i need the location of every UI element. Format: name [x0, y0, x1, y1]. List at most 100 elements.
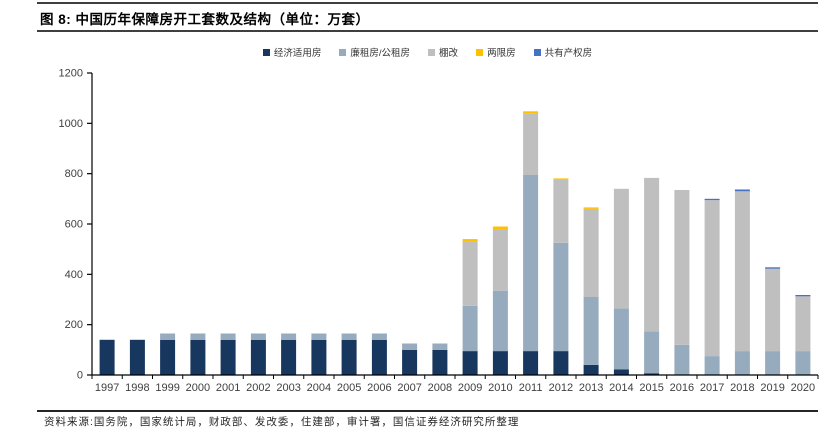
bar-segment	[734, 351, 750, 375]
x-tick-label: 2006	[367, 382, 391, 394]
x-tick-label: 2009	[458, 382, 482, 394]
x-tick-label: 2018	[730, 382, 754, 394]
bar-segment	[341, 333, 357, 340]
bar-segment	[462, 305, 478, 352]
figure-title: 图 8: 中国历年保障房开工套数及结构（单位：万套）	[40, 12, 370, 27]
bar-segment	[402, 349, 418, 375]
bar-segment	[613, 369, 629, 375]
bar-segment	[734, 189, 750, 192]
bar-segment	[190, 339, 206, 375]
bar-segment	[795, 351, 811, 375]
x-tick-label: 2012	[549, 382, 573, 394]
x-tick-label: 2019	[760, 382, 784, 394]
legend-item: 两限房	[476, 45, 516, 59]
x-tick-label: 2020	[791, 382, 815, 394]
legend-item: 棚改	[428, 45, 458, 59]
x-tick-label: 2016	[670, 382, 694, 394]
x-tick-label: 1997	[95, 382, 119, 394]
bar-segment	[281, 333, 297, 340]
bar-segment	[129, 339, 145, 375]
bar-segment	[553, 351, 569, 375]
footer-divider	[37, 410, 818, 412]
x-tick-label: 1998	[125, 382, 149, 394]
x-tick-label: 2013	[579, 382, 603, 394]
y-tick-label: 200	[65, 319, 83, 331]
bar-segment	[432, 349, 448, 375]
bar-segment	[795, 295, 811, 297]
y-tick-label: 600	[65, 219, 83, 231]
legend-swatch-icon	[339, 48, 347, 56]
legend-swatch-icon	[262, 48, 270, 56]
x-tick-label: 2002	[246, 382, 270, 394]
bar-segment	[160, 333, 176, 340]
bar-segment	[341, 339, 357, 375]
y-tick-label: 400	[65, 269, 83, 281]
bar-segment	[704, 356, 720, 375]
bar-segment	[402, 343, 418, 350]
bar-segment	[190, 333, 206, 340]
legend-label: 廉租房/公租房	[350, 48, 411, 59]
bar-segment	[795, 296, 811, 352]
bar-segment	[250, 333, 266, 340]
bar-segment	[523, 113, 539, 175]
legend-swatch-icon	[428, 48, 436, 56]
bar-segment	[583, 207, 599, 209]
bar-segment	[765, 267, 781, 269]
y-tick-label: 1000	[59, 118, 83, 130]
y-tick-label: 1200	[59, 68, 83, 80]
bar-segment	[765, 268, 781, 351]
bar-segment	[250, 339, 266, 375]
bar-segment	[674, 344, 690, 375]
bar-segment	[492, 229, 508, 291]
bar-segment	[704, 198, 720, 201]
x-tick-label: 2015	[639, 382, 663, 394]
bar-segment	[553, 178, 569, 180]
bar-segment	[99, 339, 115, 375]
x-tick-label: 2008	[428, 382, 452, 394]
legend-label: 两限房	[487, 48, 516, 59]
bar-segment	[704, 200, 720, 357]
bar-segment	[583, 208, 599, 297]
bar-segment	[311, 333, 327, 340]
x-tick-label: 2003	[276, 382, 300, 394]
y-tick-label: 800	[65, 168, 83, 180]
bar-segment	[220, 333, 236, 340]
bar-segment	[644, 373, 660, 375]
x-tick-label: 2011	[519, 382, 543, 394]
bar-segment	[523, 111, 539, 114]
bar-segment	[613, 308, 629, 370]
bar-segment	[644, 177, 660, 332]
legend-item: 共有产权房	[533, 45, 593, 59]
legend-label: 共有产权房	[544, 48, 593, 59]
bar-segment	[583, 364, 599, 375]
legend-item: 经济适用房	[262, 45, 321, 59]
x-tick-label: 2001	[216, 382, 240, 394]
top-divider	[37, 2, 818, 4]
bar-segment	[492, 226, 508, 229]
bar-segment	[644, 331, 660, 374]
bar-segment	[674, 190, 690, 345]
x-tick-label: 2017	[700, 382, 724, 394]
bar-segment	[281, 339, 297, 375]
bar-segment	[432, 343, 448, 350]
bar-segment	[553, 242, 569, 352]
x-tick-label: 2007	[397, 382, 421, 394]
bar-segment	[734, 191, 750, 352]
legend-swatch-icon	[476, 48, 484, 56]
chart-legend: 经济适用房 廉租房/公租房 棚改 两限房 共有产权房	[37, 45, 818, 59]
source-note: 资料来源:国务院，国家统计局，财政部、发改委，住建部，审计署，国信证券经济研究所…	[44, 416, 520, 428]
bar-segment	[462, 241, 478, 306]
bar-segment	[765, 351, 781, 375]
bar-segment	[492, 351, 508, 375]
x-tick-label: 2004	[307, 382, 331, 394]
x-tick-label: 1999	[155, 382, 179, 394]
x-tick-label: 2005	[337, 382, 361, 394]
legend-swatch-icon	[533, 48, 541, 56]
bar-segment	[492, 290, 508, 352]
x-tick-label: 2014	[609, 382, 633, 394]
bar-segment	[371, 333, 387, 340]
x-tick-label: 2010	[488, 382, 512, 394]
bar-segment	[523, 351, 539, 375]
